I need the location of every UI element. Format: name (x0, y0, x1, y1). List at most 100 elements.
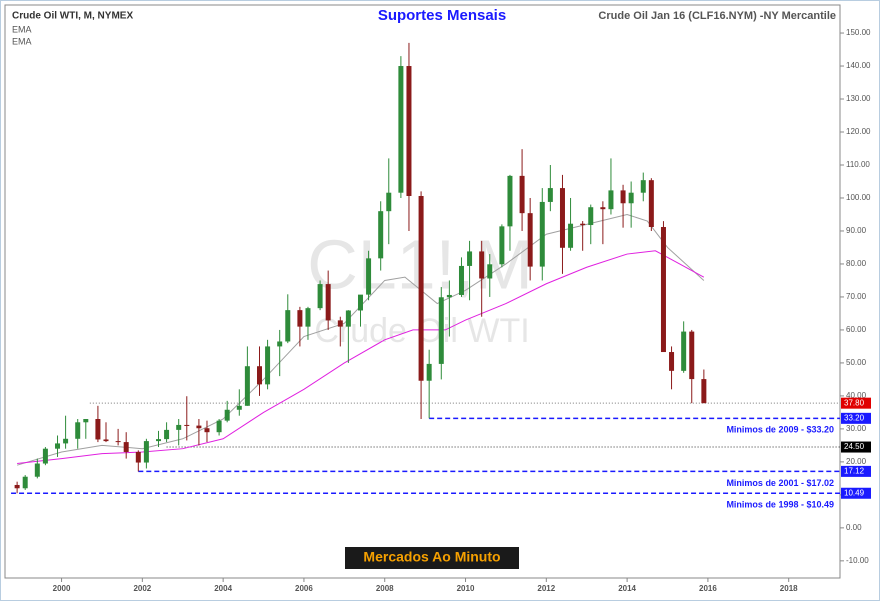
ema-line (16, 213, 705, 466)
level-badge (841, 487, 871, 499)
candle-body (196, 425, 202, 429)
candle-body (42, 448, 48, 464)
candle-body (285, 310, 291, 342)
level-label: 24.50 (844, 442, 865, 451)
candle-body (458, 265, 464, 295)
candle-body (580, 223, 586, 226)
indicator-label: EMA (12, 36, 32, 46)
candle-body (648, 180, 654, 228)
candle-body (689, 331, 695, 380)
candle-body (216, 420, 222, 433)
y-tick-label: 130.00 (846, 94, 871, 103)
candle-body (156, 439, 162, 442)
candle-body (426, 363, 432, 381)
y-tick-label: 80.00 (846, 259, 867, 268)
level-label: 33.20 (844, 413, 865, 422)
candle-body (446, 294, 452, 298)
candle-body (14, 484, 20, 489)
level-badge (841, 397, 871, 409)
candle-body (277, 341, 283, 347)
level-note: Minimos de 2001 - $17.02 (726, 478, 834, 488)
candle-body (568, 223, 574, 248)
y-tick-label: 0.00 (846, 523, 862, 532)
y-tick-label: 70.00 (846, 292, 867, 301)
x-tick-label: 2002 (133, 584, 151, 593)
x-tick-label: 2012 (537, 584, 555, 593)
candle-body (608, 190, 614, 210)
candle-body (63, 438, 69, 444)
candle-body (588, 207, 594, 226)
candle-body (660, 227, 666, 353)
y-tick-label: 110.00 (846, 160, 870, 169)
candle-body (123, 442, 129, 452)
candle-body (337, 320, 343, 327)
candle-body (244, 366, 250, 406)
candle-body (236, 405, 242, 410)
level-badge (841, 441, 871, 453)
level-label: 17.12 (844, 466, 865, 475)
candle-body (487, 264, 493, 279)
symbol-label: Crude Oil WTI, M, NYMEX (12, 11, 133, 22)
level-note: Minimos de 2009 - $33.20 (726, 425, 834, 435)
candle-body (681, 331, 687, 371)
plot-border (4, 4, 841, 579)
candle-body (406, 66, 412, 196)
x-tick-label: 2010 (457, 584, 475, 593)
y-tick-label: 150.00 (846, 28, 871, 37)
footer: Mercados Ao Minuto (363, 549, 500, 565)
x-tick-label: 2006 (295, 584, 313, 593)
level-label: 37.80 (844, 398, 865, 407)
y-tick-label: 20.00 (846, 457, 867, 466)
indicator-label: EMA (12, 24, 32, 34)
candle-body (386, 192, 392, 212)
candle-body (479, 251, 485, 279)
level-badge (841, 412, 871, 424)
candle-body (628, 192, 634, 204)
candle-body (366, 258, 372, 295)
candle-body (34, 463, 40, 477)
candle-body (115, 441, 121, 443)
candle-body (55, 443, 61, 449)
candle-body (640, 180, 646, 193)
candle-body (265, 346, 271, 385)
x-tick-label: 2016 (699, 584, 717, 593)
plot: -10.000.0010.0020.0030.0040.0050.0060.00… (11, 28, 871, 593)
footer-box (345, 547, 519, 569)
x-tick-label: 2008 (376, 584, 394, 593)
candle-body (620, 190, 626, 204)
candle-body (357, 294, 363, 311)
level-badge (841, 465, 871, 477)
candle-body (600, 207, 606, 210)
candle-body (398, 66, 404, 193)
candle-body (176, 424, 182, 430)
candle-body (507, 175, 513, 227)
candle-body (669, 352, 675, 371)
x-tick-label: 2004 (214, 584, 232, 593)
x-tick-label: 2014 (618, 584, 636, 593)
candle-body (345, 310, 351, 327)
y-tick-label: 40.00 (846, 391, 867, 400)
candle-body (95, 418, 101, 440)
ema-line (17, 250, 705, 465)
candle-body (305, 308, 311, 327)
candle-body (22, 476, 28, 489)
candle-body (325, 284, 331, 321)
candle-body (539, 201, 545, 267)
candle-body (297, 310, 303, 327)
candle-body (103, 439, 109, 442)
candle-body (75, 422, 81, 439)
y-tick-label: 100.00 (846, 193, 871, 202)
candle-body (164, 429, 170, 440)
candle-body (224, 409, 230, 421)
candle-body (527, 213, 533, 267)
candle-body (519, 175, 525, 214)
candle-body (547, 188, 553, 202)
candle-body (135, 451, 141, 463)
candle-body (467, 251, 473, 266)
candle-body (499, 226, 505, 265)
level-note: Minimos de 1998 - $10.49 (726, 500, 834, 510)
candle-body (204, 428, 210, 433)
x-tick-label: 2018 (780, 584, 798, 593)
candle-body (438, 297, 444, 364)
